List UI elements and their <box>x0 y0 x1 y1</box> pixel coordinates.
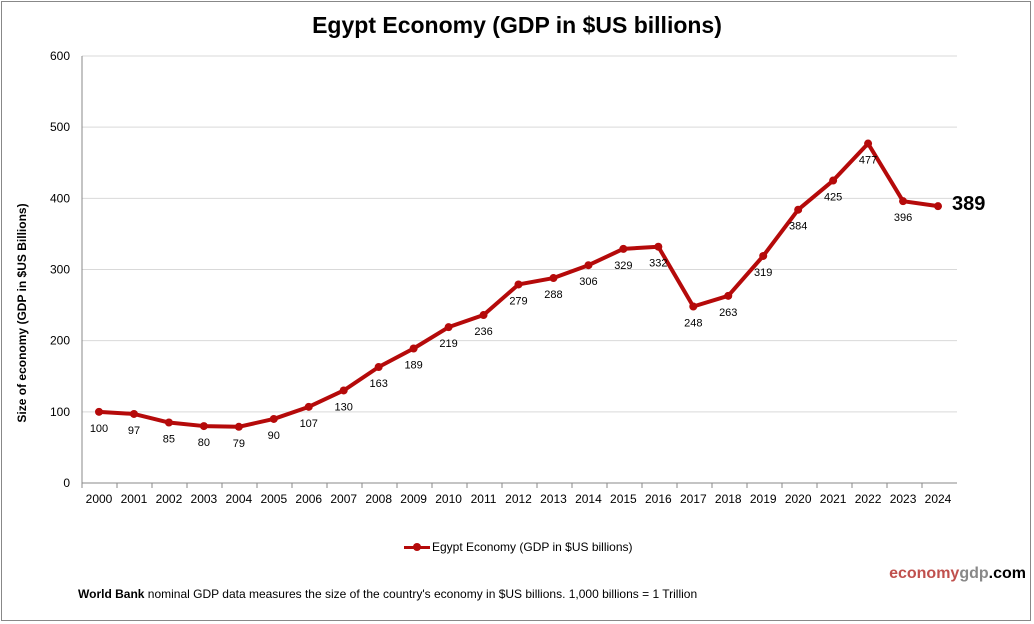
data-label: 219 <box>439 338 457 350</box>
y-tick-label: 500 <box>50 120 70 134</box>
data-label: 263 <box>719 307 737 319</box>
data-label: 79 <box>233 438 245 450</box>
legend-label: Egypt Economy (GDP in $US billions) <box>432 540 633 554</box>
legend[interactable]: Egypt Economy (GDP in $US billions) <box>404 540 633 554</box>
data-label: 85 <box>163 434 175 446</box>
x-tick-label: 2020 <box>785 492 812 506</box>
data-point <box>479 311 488 320</box>
data-label: 477 <box>859 155 877 167</box>
source-note: World Bank nominal GDP data measures the… <box>78 587 697 601</box>
x-tick-label: 2018 <box>715 492 742 506</box>
data-point <box>724 291 733 300</box>
x-tick-label: 2008 <box>365 492 392 506</box>
data-point <box>164 418 173 427</box>
data-point <box>339 386 348 395</box>
y-tick-label: 400 <box>50 191 70 205</box>
x-tick-label: 2022 <box>855 492 882 506</box>
x-tick-label: 2023 <box>890 492 917 506</box>
source-bold: World Bank <box>78 587 145 601</box>
data-point <box>234 422 243 431</box>
y-tick-label: 600 <box>50 49 70 63</box>
data-point <box>199 422 208 431</box>
data-label: 332 <box>649 258 667 270</box>
data-point <box>689 302 698 311</box>
x-tick-label: 2001 <box>121 492 148 506</box>
data-label: 107 <box>300 418 318 430</box>
x-tick-label: 2017 <box>680 492 707 506</box>
x-tick-label: 2014 <box>575 492 602 506</box>
data-point <box>654 242 663 251</box>
data-point <box>549 274 558 283</box>
y-tick-label: 200 <box>50 334 70 348</box>
data-point <box>269 414 278 423</box>
data-point <box>514 280 523 289</box>
x-tick-label: 2021 <box>820 492 847 506</box>
data-label: 306 <box>579 276 597 288</box>
data-label: 288 <box>544 289 562 301</box>
data-label: 97 <box>128 425 140 437</box>
x-tick-label: 2006 <box>295 492 322 506</box>
data-label: 384 <box>789 221 807 233</box>
x-tick-label: 2024 <box>925 492 952 506</box>
x-tick-label: 2000 <box>86 492 113 506</box>
y-tick-label: 300 <box>50 263 70 277</box>
brand-part3: .com <box>988 565 1026 582</box>
data-label: 189 <box>404 359 422 371</box>
last-value-label: 389 <box>952 193 985 215</box>
x-tick-label: 2016 <box>645 492 672 506</box>
data-label: 425 <box>824 192 842 204</box>
data-point <box>829 176 838 185</box>
brand-logo[interactable]: economygdp.com <box>889 565 1026 583</box>
x-tick-label: 2005 <box>260 492 287 506</box>
data-label: 396 <box>894 212 912 224</box>
brand-part1: economy <box>889 565 960 582</box>
data-label: 80 <box>198 437 210 449</box>
x-tick-label: 2004 <box>225 492 252 506</box>
x-tick-label: 2003 <box>191 492 218 506</box>
data-label: 130 <box>335 401 353 413</box>
data-point <box>129 409 138 418</box>
x-tick-label: 2019 <box>750 492 777 506</box>
x-tick-label: 2010 <box>435 492 462 506</box>
data-label: 100 <box>90 423 108 435</box>
data-point <box>864 139 873 148</box>
legend-line-marker-icon <box>404 540 430 554</box>
data-point <box>444 323 453 332</box>
data-point <box>794 205 803 214</box>
data-point <box>374 362 383 371</box>
x-tick-label: 2002 <box>156 492 183 506</box>
data-label: 236 <box>474 326 492 338</box>
x-tick-label: 2011 <box>471 492 497 506</box>
data-point <box>409 344 418 353</box>
data-point <box>304 402 313 411</box>
chart-title: Egypt Economy (GDP in $US billions) <box>312 12 722 38</box>
data-point <box>619 244 628 253</box>
x-tick-label: 2009 <box>400 492 427 506</box>
source-text: nominal GDP data measures the size of th… <box>144 587 698 601</box>
y-tick-label: 0 <box>63 476 70 490</box>
y-tick-label: 100 <box>50 405 70 419</box>
x-tick-label: 2015 <box>610 492 637 506</box>
data-point <box>759 251 768 260</box>
data-label: 163 <box>369 378 387 390</box>
data-point <box>899 197 908 206</box>
data-point <box>934 202 942 211</box>
data-point <box>95 407 103 416</box>
data-label: 248 <box>684 318 702 330</box>
data-label: 319 <box>754 267 772 279</box>
data-label: 90 <box>268 430 280 442</box>
data-label: 279 <box>509 295 527 307</box>
data-label: 329 <box>614 260 632 272</box>
x-tick-label: 2012 <box>505 492 532 506</box>
x-tick-label: 2007 <box>330 492 357 506</box>
brand-part2: gdp <box>959 565 989 582</box>
x-tick-label: 2013 <box>540 492 567 506</box>
data-point <box>584 261 593 270</box>
